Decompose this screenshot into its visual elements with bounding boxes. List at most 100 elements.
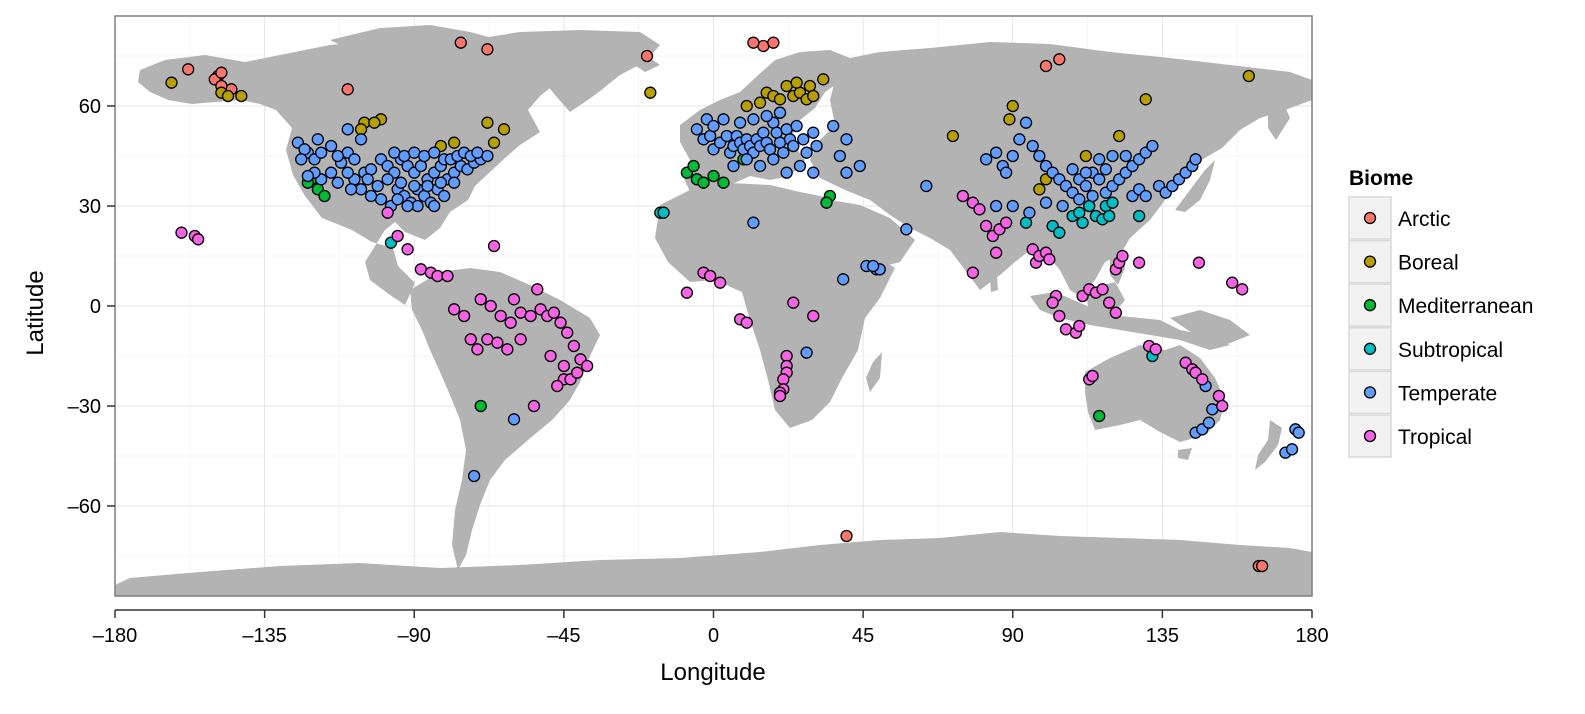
point-boreal <box>1033 183 1046 196</box>
point-tropical <box>191 233 205 246</box>
series-boreal <box>165 69 1255 196</box>
point-temperate <box>364 189 378 203</box>
point-arctic <box>1039 59 1053 73</box>
point-temperate <box>1099 163 1112 176</box>
legend-label: Boreal <box>1398 252 1459 275</box>
legend-item-mediterranean: Mediterranean <box>1348 283 1533 327</box>
land-iceland <box>630 58 660 72</box>
point-tropical <box>1053 309 1066 323</box>
point-tropical <box>547 306 561 319</box>
x-tick-label: 135 <box>1146 625 1179 647</box>
point-mediterranean <box>474 399 487 413</box>
legend-swatch <box>1363 255 1377 268</box>
point-temperate <box>807 166 820 179</box>
point-temperate <box>301 169 315 183</box>
point-mediterranean <box>707 169 720 183</box>
point-temperate <box>853 159 866 173</box>
point-temperate <box>690 123 704 136</box>
point-temperate <box>1292 426 1305 439</box>
point-tropical <box>1116 249 1129 263</box>
land-madagascar <box>866 352 882 392</box>
series-tropical <box>175 189 1249 413</box>
point-temperate <box>1139 189 1152 203</box>
point-temperate <box>1073 193 1086 206</box>
point-temperate <box>900 223 913 236</box>
point-boreal <box>447 136 461 149</box>
point-tropical <box>1086 369 1099 383</box>
point-temperate <box>1146 139 1159 153</box>
point-temperate <box>394 176 408 189</box>
point-tropical <box>554 316 567 329</box>
x-tick-label: –90 <box>398 625 431 647</box>
point-tropical <box>1196 373 1209 386</box>
point-tropical <box>1192 256 1206 269</box>
point-subtropical <box>1073 206 1086 219</box>
point-temperate <box>1119 149 1132 163</box>
point-tropical <box>704 269 717 283</box>
series-arctic <box>181 36 1269 573</box>
point-temperate <box>800 146 813 159</box>
point-temperate <box>1202 416 1216 429</box>
point-subtropical <box>1132 209 1146 223</box>
point-temperate <box>438 189 451 203</box>
point-temperate <box>481 149 494 163</box>
x-tick-label: 90 <box>1002 625 1024 647</box>
point-temperate <box>704 129 717 143</box>
point-tropical <box>1096 283 1109 296</box>
point-temperate <box>777 146 790 159</box>
point-temperate <box>747 113 760 126</box>
point-temperate <box>1039 196 1053 209</box>
point-arctic <box>767 36 780 49</box>
point-temperate <box>434 176 448 189</box>
point-tropical <box>391 229 404 243</box>
point-temperate <box>331 176 344 189</box>
point-temperate <box>1019 116 1033 129</box>
point-arctic <box>640 49 654 63</box>
data-points <box>165 36 1305 573</box>
point-subtropical <box>1083 199 1096 213</box>
point-temperate <box>1026 139 1039 153</box>
point-mediterranean <box>318 189 331 203</box>
point-boreal <box>753 96 767 109</box>
point-temperate <box>989 146 1003 159</box>
x-tick-label: –180 <box>93 625 138 647</box>
point-temperate <box>989 199 1003 213</box>
land-new-zealand <box>1255 420 1282 470</box>
point-mediterranean <box>697 176 710 189</box>
point-temperate <box>1013 133 1026 146</box>
point-temperate <box>507 413 521 426</box>
legend-item-arctic: Arctic <box>1348 196 1451 240</box>
point-tropical <box>680 286 694 299</box>
point-tropical <box>501 343 514 356</box>
point-tropical <box>1046 296 1059 309</box>
point-tropical <box>773 389 787 403</box>
point-tropical <box>1043 253 1056 266</box>
point-tropical <box>401 243 414 256</box>
point-temperate <box>760 109 773 123</box>
point-arctic <box>341 83 354 96</box>
point-subtropical <box>1019 216 1033 229</box>
point-boreal <box>790 76 803 89</box>
point-boreal <box>497 123 511 136</box>
land-sri-lanka <box>990 276 998 292</box>
point-temperate <box>840 133 853 146</box>
point-temperate <box>421 179 434 193</box>
legend-item-subtropical: Subtropical <box>1348 327 1503 371</box>
series-subtropical <box>384 196 1159 363</box>
x-tick-label: –135 <box>242 625 287 647</box>
point-arctic <box>1053 53 1066 66</box>
point-temperate <box>1079 166 1093 179</box>
land-tasmania <box>1178 448 1192 460</box>
y-tick-label: –60 <box>68 496 101 518</box>
point-temperate <box>780 166 793 179</box>
point-boreal <box>803 79 817 93</box>
point-temperate <box>837 273 850 286</box>
y-tick-label: –30 <box>68 396 101 418</box>
point-temperate <box>757 126 770 139</box>
point-tropical <box>973 203 986 216</box>
point-arctic <box>481 43 494 56</box>
point-tropical <box>1236 283 1249 296</box>
point-boreal <box>1139 93 1152 106</box>
point-tropical <box>787 296 800 309</box>
point-temperate <box>331 149 344 163</box>
